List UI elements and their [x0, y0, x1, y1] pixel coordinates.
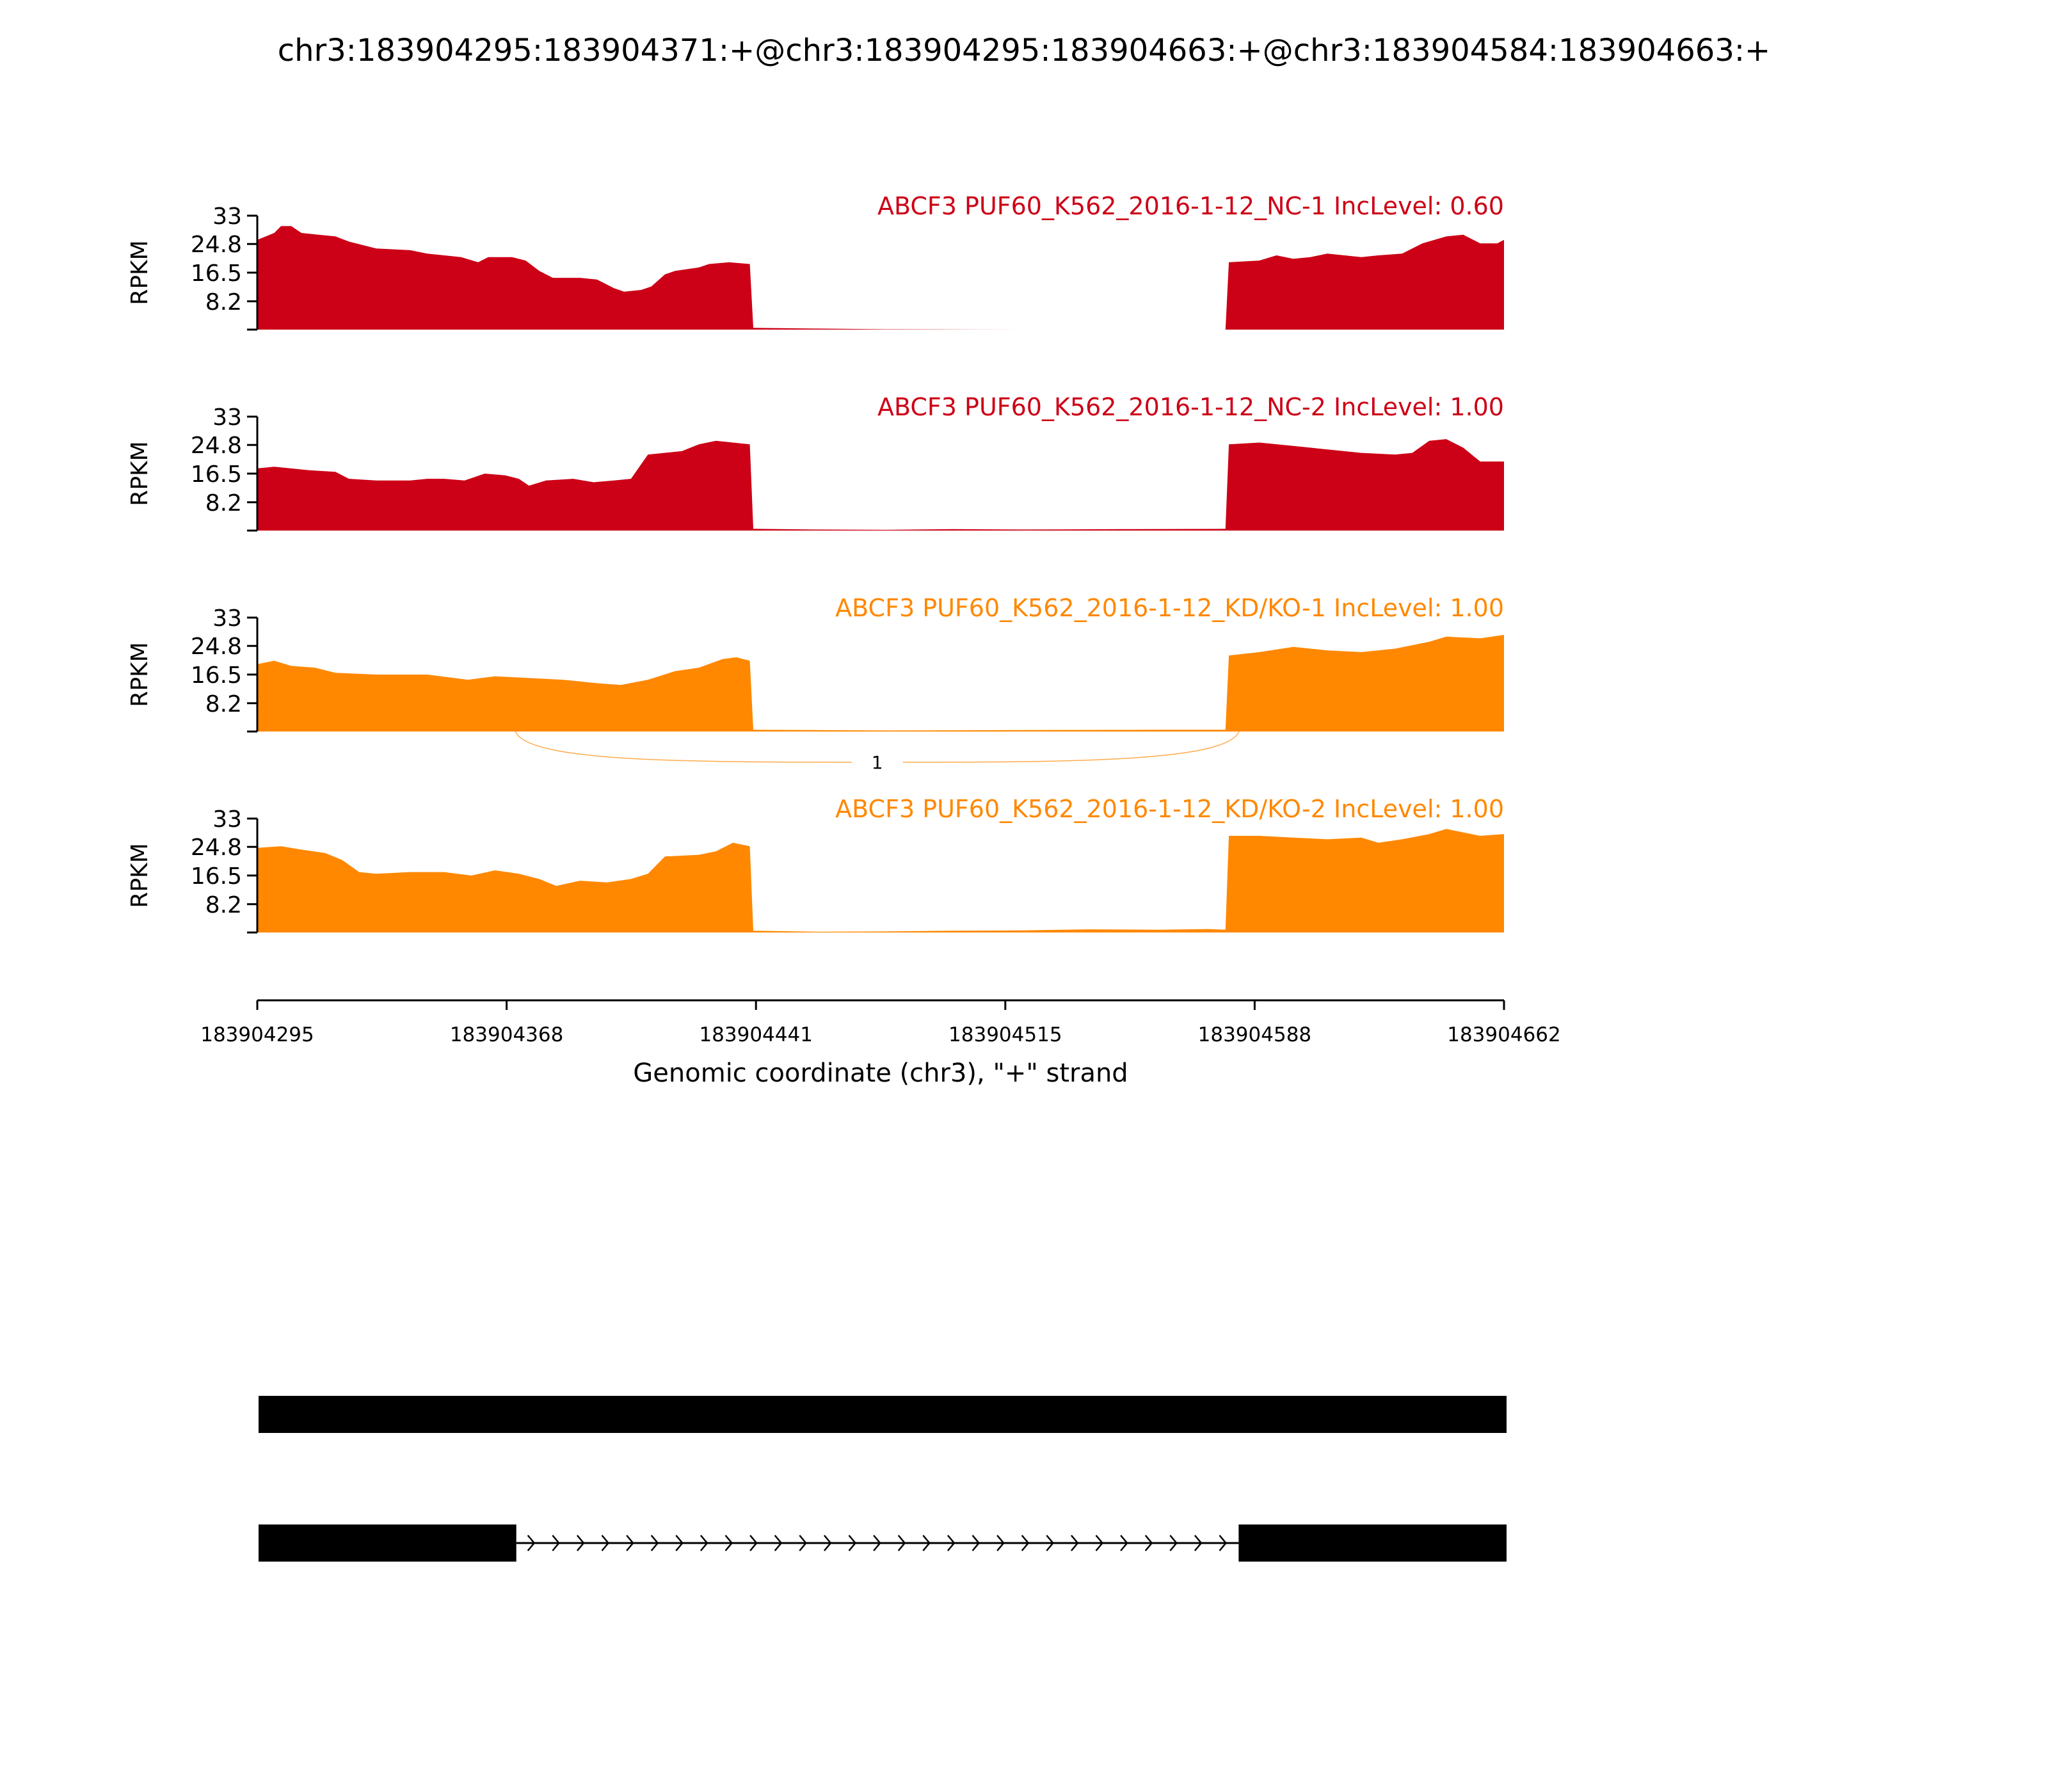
y-tick-label: 24.8	[191, 232, 242, 258]
strand-arrow-icon	[922, 1535, 931, 1551]
gene-model	[259, 1396, 1507, 1562]
x-tick-label: 183904662	[1447, 1023, 1561, 1046]
coverage-area	[257, 226, 1504, 330]
strand-arrow-icon	[848, 1535, 857, 1551]
x-tick-label: 183904515	[948, 1023, 1062, 1046]
junction-count-label: 1	[872, 752, 883, 773]
exon-block	[1238, 1524, 1507, 1562]
coverage-area	[257, 829, 1504, 932]
sample-label: ABCF3 PUF60_K562_2016-1-12_KD/KO-1 IncLe…	[835, 594, 1504, 622]
strand-arrow-icon	[724, 1535, 733, 1551]
strand-arrow-icon	[527, 1535, 536, 1551]
strand-arrow-icon	[972, 1535, 980, 1551]
strand-arrow-icon	[774, 1535, 783, 1551]
strand-arrow-icon	[626, 1535, 634, 1551]
y-tick-label: 8.2	[205, 289, 242, 316]
strand-arrow-icon	[675, 1535, 684, 1551]
junction-arcs: 1	[515, 731, 1240, 774]
strand-arrow-icon	[601, 1535, 610, 1551]
chart-title: chr3:183904295:183904371:+@chr3:18390429…	[278, 33, 1771, 68]
strand-arrow-icon	[749, 1535, 758, 1551]
sample-label: ABCF3 PUF60_K562_2016-1-12_NC-2 IncLevel…	[877, 393, 1504, 421]
strand-arrow-icon	[897, 1535, 906, 1551]
y-tick-label: 33	[212, 204, 242, 230]
y-tick-label: 16.5	[191, 260, 242, 287]
y-tick-label: 24.8	[191, 634, 242, 660]
y-axis-label: RPKM	[127, 642, 153, 707]
strand-arrow-icon	[576, 1535, 585, 1551]
strand-arrow-icon	[1021, 1535, 1030, 1551]
x-tick-label: 183904368	[450, 1023, 564, 1046]
y-tick-label: 33	[212, 605, 242, 632]
strand-arrow-icon	[700, 1535, 708, 1551]
y-tick-label: 24.8	[191, 835, 242, 861]
y-tick-label: 8.2	[205, 892, 242, 918]
y-axis-label: RPKM	[127, 441, 153, 506]
junction-label-bg	[851, 748, 903, 774]
sample-label: ABCF3 PUF60_K562_2016-1-12_NC-1 IncLevel…	[877, 192, 1504, 220]
strand-arrow-icon	[1194, 1535, 1203, 1551]
exon-block	[259, 1524, 516, 1562]
strand-arrow-icon	[1169, 1535, 1178, 1551]
isoform	[259, 1524, 1507, 1562]
y-tick-label: 16.5	[191, 461, 242, 488]
y-tick-label: 24.8	[191, 433, 242, 459]
y-tick-label: 16.5	[191, 863, 242, 890]
strand-arrow-icon	[947, 1535, 956, 1551]
sample-label: ABCF3 PUF60_K562_2016-1-12_KD/KO-2 IncLe…	[835, 795, 1504, 823]
x-axis-label: Genomic coordinate (chr3), "+" strand	[633, 1059, 1128, 1088]
x-tick-label: 183904441	[699, 1023, 813, 1046]
strand-arrow-icon	[552, 1535, 560, 1551]
strand-arrow-icon	[1219, 1535, 1228, 1551]
strand-arrow-icon	[1144, 1535, 1153, 1551]
strand-arrow-icon	[1120, 1535, 1128, 1551]
y-tick-label: 33	[212, 806, 242, 833]
strand-arrow-icon	[823, 1535, 832, 1551]
x-axis: 183904295 183904368 183904441 183904515 1839…	[200, 999, 1561, 1046]
exon-block	[259, 1396, 1507, 1433]
y-axis-label: RPKM	[127, 843, 153, 908]
coverage-area	[257, 635, 1504, 732]
strand-arrow-icon	[799, 1535, 807, 1551]
coverage-area	[257, 439, 1504, 531]
y-tick-label: 16.5	[191, 662, 242, 689]
y-axis-label: RPKM	[127, 240, 153, 305]
y-tick-label: 33	[212, 404, 242, 431]
isoform	[259, 1396, 1507, 1433]
strand-arrow-icon	[996, 1535, 1005, 1551]
x-tick-label: 183904588	[1198, 1023, 1312, 1046]
strand-arrow-icon	[1070, 1535, 1079, 1551]
x-tick-label: 183904295	[200, 1023, 314, 1046]
strand-arrow-icon	[1095, 1535, 1104, 1551]
y-tick-label: 8.2	[205, 490, 242, 516]
y-tick-label: 8.2	[205, 691, 242, 717]
strand-arrow-icon	[650, 1535, 659, 1551]
strand-arrow-icon	[873, 1535, 881, 1551]
strand-arrow-icon	[1046, 1535, 1054, 1551]
